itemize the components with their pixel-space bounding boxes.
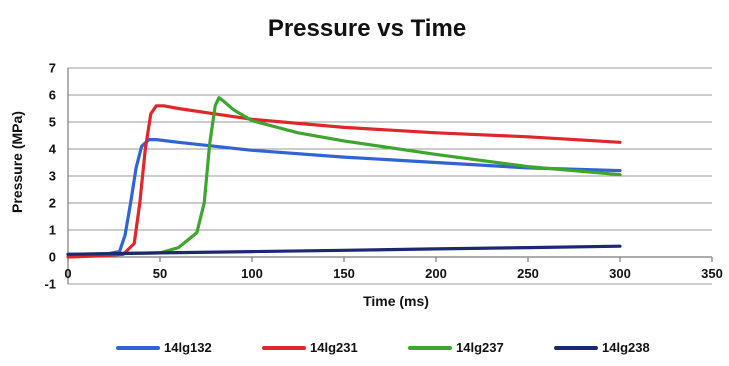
- y-tick-label: 1: [49, 223, 56, 238]
- y-tick-label: 4: [49, 142, 57, 157]
- series-line-14lg132: [66, 138, 622, 256]
- y-tick-label: 2: [49, 196, 56, 211]
- series-line-14lg238: [66, 244, 622, 256]
- legend-label: 14lg238: [602, 340, 650, 355]
- y-tick-label: -1: [44, 277, 56, 292]
- x-tick-label: 250: [517, 266, 539, 281]
- legend: 14lg132 14lg231 14lg237 14lg238: [116, 340, 650, 355]
- legend-label: 14lg237: [456, 340, 504, 355]
- series-line-14lg237: [66, 96, 622, 256]
- x-tick-label: 150: [333, 266, 355, 281]
- axes: [67, 68, 713, 284]
- series-lines: [66, 96, 622, 259]
- y-tick-label: 5: [49, 115, 56, 130]
- x-tick-label: 300: [609, 266, 631, 281]
- y-tick-label: 6: [49, 88, 56, 103]
- x-tick-label: 50: [153, 266, 167, 281]
- y-tick-label: 3: [49, 169, 56, 184]
- y-tick-label: 7: [49, 61, 56, 76]
- chart-title: Pressure vs Time: [268, 15, 466, 42]
- x-tick-label: 200: [425, 266, 447, 281]
- x-tick-label: 0: [64, 266, 71, 281]
- y-tick-label: 0: [49, 250, 56, 265]
- tick-labels: -1 0 1 2 3 4 5 6 7 0 50 100 150 200 250 300 350: [44, 61, 722, 292]
- x-tick-label: 350: [701, 266, 723, 281]
- y-axis-label: Pressure (MPa): [9, 111, 25, 213]
- legend-label: 14lg132: [164, 340, 212, 355]
- x-tick-label: 100: [241, 266, 263, 281]
- x-axis-label: Time (ms): [363, 293, 429, 309]
- legend-label: 14lg231: [310, 340, 358, 355]
- series-line-14lg231: [66, 104, 622, 259]
